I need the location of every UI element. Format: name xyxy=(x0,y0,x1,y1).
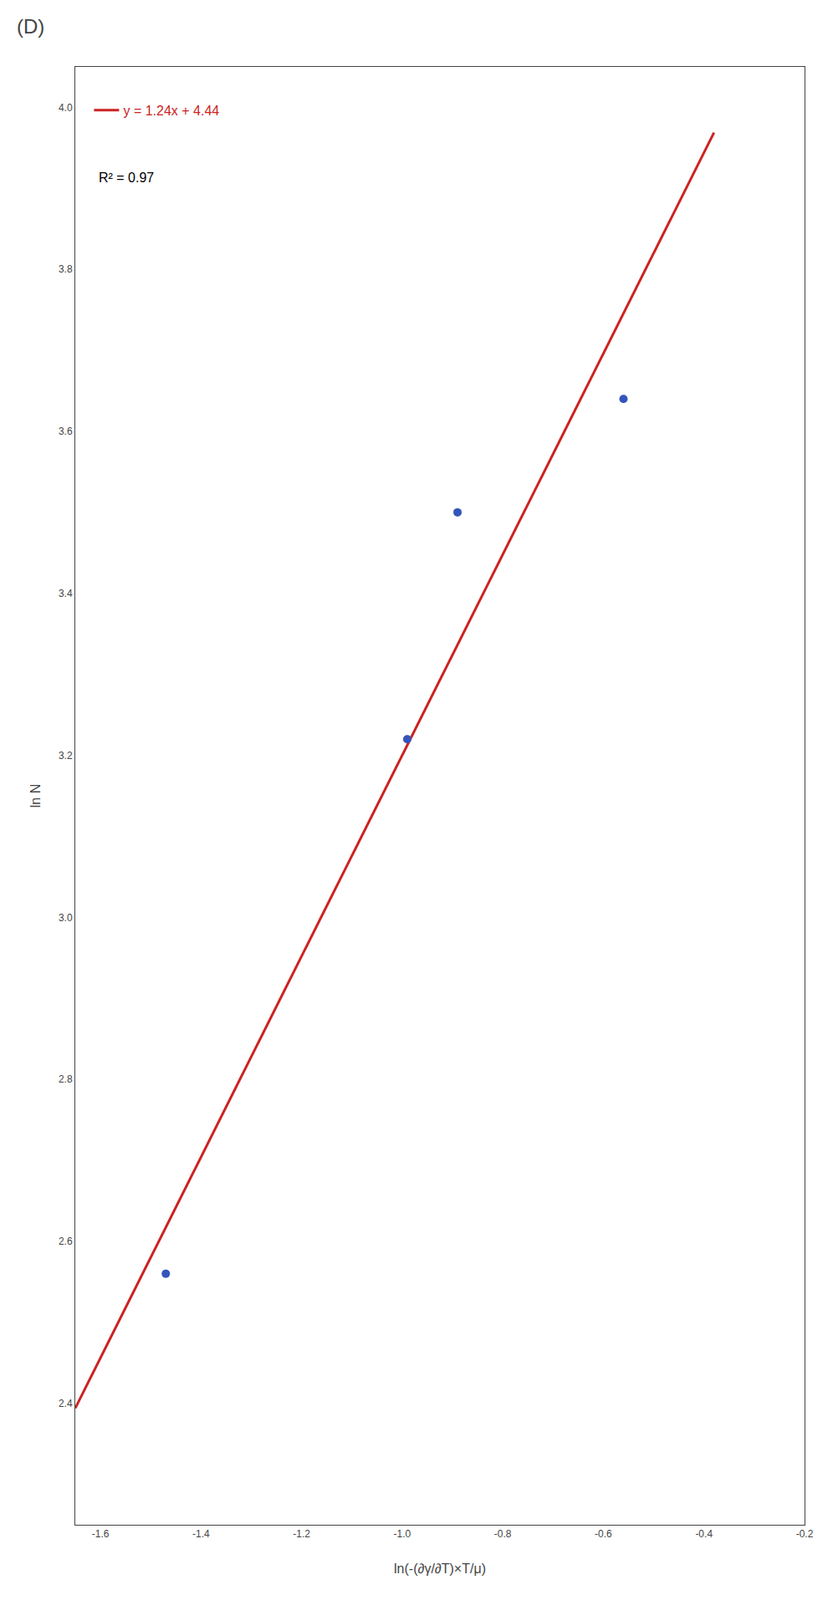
svg-text:y = 1.24x + 4.44: y = 1.24x + 4.44 xyxy=(122,103,220,118)
svg-text:R² = 0.97: R² = 0.97 xyxy=(98,170,154,185)
svg-text:3.2: 3.2 xyxy=(58,750,73,762)
svg-text:3.8: 3.8 xyxy=(58,263,73,276)
svg-text:-0.2: -0.2 xyxy=(796,1528,814,1541)
svg-text:2.6: 2.6 xyxy=(58,1236,73,1248)
svg-text:2.8: 2.8 xyxy=(58,1073,73,1086)
svg-text:-0.6: -0.6 xyxy=(594,1528,613,1541)
svg-text:2.4: 2.4 xyxy=(58,1398,73,1411)
svg-text:-1.4: -1.4 xyxy=(192,1528,210,1541)
svg-text:-0.4: -0.4 xyxy=(694,1528,713,1541)
svg-text:3.4: 3.4 xyxy=(58,587,73,600)
svg-text:3.6: 3.6 xyxy=(58,425,73,438)
svg-text:-1.0: -1.0 xyxy=(393,1528,412,1541)
svg-text:-1.2: -1.2 xyxy=(292,1528,311,1541)
svg-text:(D): (D) xyxy=(16,15,45,38)
svg-text:ln N: ln N xyxy=(28,784,43,808)
svg-text:ln(-(∂γ/∂T)×T/μ): ln(-(∂γ/∂T)×T/μ) xyxy=(393,1562,486,1577)
svg-text:-0.8: -0.8 xyxy=(494,1528,512,1541)
svg-text:-1.6: -1.6 xyxy=(91,1528,110,1541)
svg-text:4.0: 4.0 xyxy=(58,102,73,114)
svg-text:3.0: 3.0 xyxy=(58,912,73,925)
